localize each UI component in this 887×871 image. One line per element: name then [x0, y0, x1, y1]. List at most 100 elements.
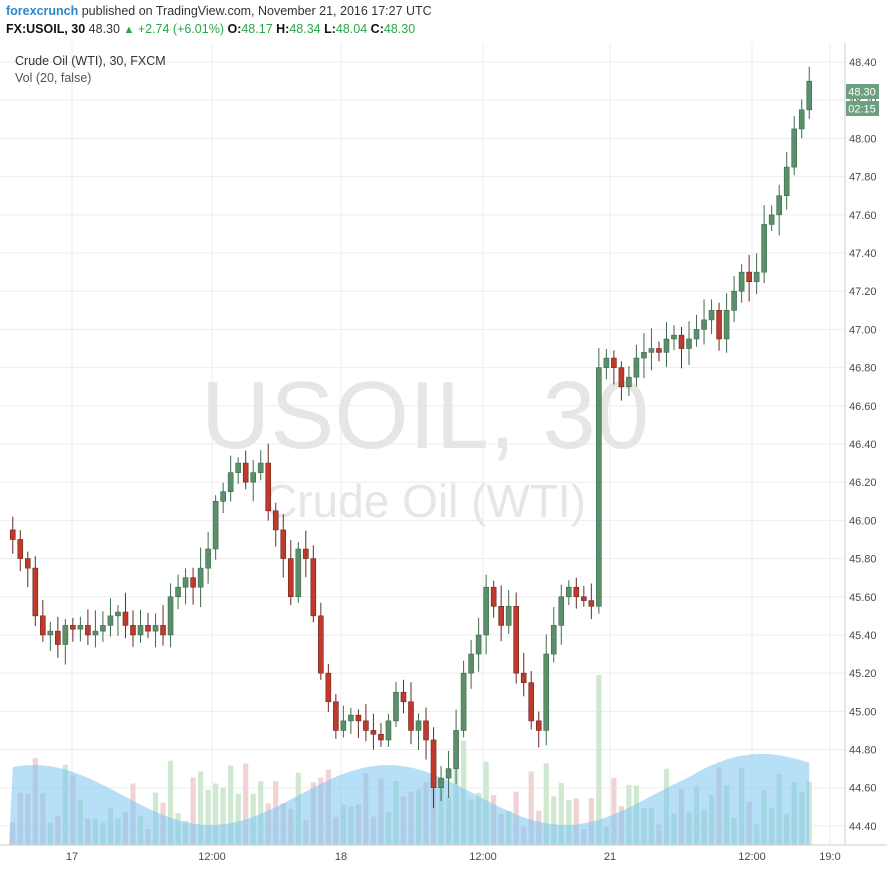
candle-body: [475, 634, 482, 655]
candle-body: [115, 611, 121, 617]
candle-body: [430, 739, 437, 789]
volume-bar: [213, 783, 219, 845]
publish-info: forexcrunch published on TradingView.com…: [6, 4, 432, 18]
candle-body: [122, 611, 129, 626]
candle-body: [205, 548, 211, 569]
low-label: L:: [324, 22, 336, 36]
price-axis[interactable]: 44.40 44.60 44.80 45.00 45.20 45.40 45.60 45.80…: [849, 57, 877, 833]
time-axis[interactable]: 17 12:00 18 12:00 21 12:00 19:0: [66, 851, 841, 863]
candle-body: [626, 376, 632, 388]
candle-body: [528, 682, 535, 722]
candle-body: [505, 606, 512, 626]
candle-body: [287, 558, 294, 598]
candle-body: [62, 625, 69, 645]
candle-body: [220, 491, 226, 502]
candle-body: [483, 586, 489, 636]
candle-body: [355, 714, 362, 722]
candle-body: [250, 472, 257, 483]
candle-body: [348, 714, 354, 722]
price-tick-label: 46.40: [849, 439, 877, 451]
candle-body: [611, 357, 617, 368]
price-tick-label: 48.00: [849, 133, 877, 145]
price-tick-label: 45.80: [849, 554, 877, 566]
volume-bar: [806, 781, 812, 845]
candle-body: [55, 630, 61, 645]
price-tick-label: 48.40: [849, 57, 877, 69]
price-tick-label: 47.40: [849, 248, 877, 260]
volume-bar: [566, 799, 572, 845]
candle-body: [543, 653, 550, 731]
candle-body: [588, 600, 595, 607]
candle-body: [408, 701, 414, 731]
last-price-tag: [846, 84, 879, 99]
candle-body: [32, 567, 39, 617]
time-tick-label: 21: [604, 851, 616, 863]
volume-bar: [551, 796, 557, 845]
price-tick-label: 47.80: [849, 172, 877, 184]
candle-body: [731, 290, 737, 311]
candle-body: [806, 80, 813, 111]
volume-bar: [596, 675, 602, 845]
candle-body: [761, 224, 767, 273]
candle-body: [152, 625, 159, 632]
candle-body: [385, 720, 392, 741]
candle-body: [723, 310, 730, 340]
candle-body: [160, 625, 166, 636]
price-chart[interactable]: USOIL, 30 Crude Oil (WTI) 44.40 44.60 44.8…: [0, 43, 887, 871]
volume-bar: [588, 798, 594, 845]
last-price-tag-label: 48.30: [848, 87, 876, 99]
candle-body: [212, 500, 219, 550]
price-tick-label: 44.80: [849, 745, 877, 757]
open-value: 48.17: [241, 22, 273, 36]
candle-body: [197, 567, 204, 588]
volume-bar: [167, 760, 174, 845]
volume-bar: [228, 765, 234, 845]
time-tick-label: 17: [66, 851, 78, 863]
price-tick-label: 46.60: [849, 401, 877, 413]
candle-body: [656, 348, 662, 353]
candle-body: [310, 558, 317, 617]
candle-body: [175, 586, 181, 598]
candle-body: [393, 691, 399, 722]
volume-ma-area: [9, 754, 810, 845]
price-tick-label: 46.20: [849, 477, 877, 489]
candle-body: [618, 367, 625, 388]
published-text: published on TradingView.com, November 2…: [81, 4, 432, 18]
candle-body: [693, 329, 700, 340]
candle-body: [603, 357, 610, 368]
time-tick-label: 18: [335, 851, 347, 863]
candle-body: [520, 672, 527, 683]
time-tick-label: 12:00: [738, 851, 766, 863]
candle-body: [776, 195, 782, 216]
candle-body: [753, 271, 760, 282]
volume-bar: [558, 782, 564, 845]
candle-body: [257, 462, 264, 473]
candle-body: [648, 348, 655, 353]
candle-body: [708, 310, 715, 321]
watermark-name: Crude Oil (WTI): [264, 475, 586, 527]
candle-body: [9, 529, 16, 540]
candle-body: [535, 720, 542, 731]
author-link[interactable]: forexcrunch: [6, 4, 79, 18]
candle-body: [468, 653, 474, 674]
candle-body: [596, 367, 602, 607]
high-label: H:: [276, 22, 290, 36]
price-tick-label: 46.00: [849, 515, 877, 527]
candle-body: [550, 625, 557, 655]
candle-body: [633, 357, 640, 378]
candle-body: [400, 691, 407, 703]
symbol-line: FX:USOIL, 30 48.30 ▲ +2.74 (+6.01%) O:48…: [6, 22, 415, 36]
legend-volume: Vol (20, false): [15, 71, 92, 85]
last-price: 48.30: [88, 22, 120, 36]
watermark-symbol: USOIL, 30: [201, 362, 649, 469]
candle-body: [130, 625, 136, 636]
price-tick-label: 45.00: [849, 706, 877, 718]
price-tick-label: 47.00: [849, 324, 877, 336]
price-tick-label: 47.20: [849, 286, 877, 298]
legend-title: Crude Oil (WTI), 30, FXCM: [15, 54, 166, 68]
time-tick-label: 19:0: [819, 851, 840, 863]
candlesticks: [9, 66, 813, 809]
price-change: +2.74 (+6.01%): [137, 22, 224, 36]
candle-body: [678, 334, 685, 349]
